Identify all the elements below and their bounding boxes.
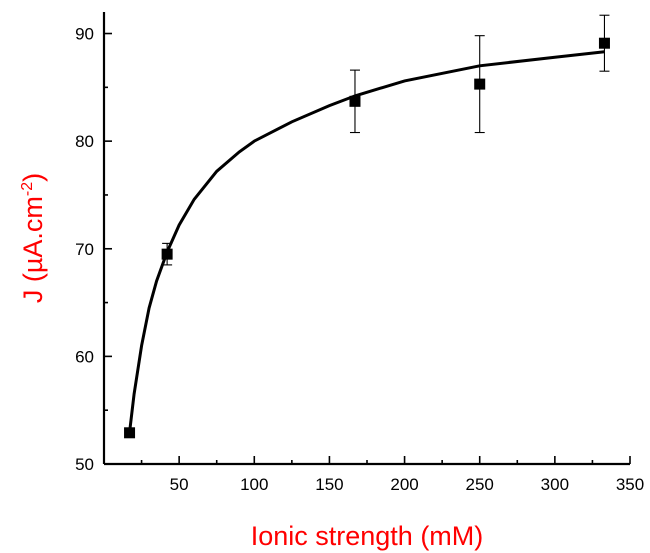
data-point [161,248,173,260]
x-axis-ticks: 50 100 150 200 250 300 350 [140,456,644,494]
y-tick-label: 50 [75,455,94,474]
data-point [598,37,610,49]
x-tick-label: 50 [170,475,189,494]
x-tick-label: 250 [466,475,494,494]
data-point [124,427,136,439]
data-markers [124,37,610,439]
y-axis-ticks: 50 60 70 80 90 [75,25,112,474]
y-tick-label: 70 [75,240,94,259]
x-tick-label: 150 [315,475,343,494]
x-tick-label: 300 [541,475,569,494]
y-tick-label: 80 [75,132,94,151]
x-tick-label: 200 [390,475,418,494]
data-point [349,95,361,107]
y-axis-title: J (µA.cm-2) [18,173,48,303]
x-tick-label: 350 [616,475,644,494]
x-tick-label: 100 [240,475,268,494]
y-tick-label: 90 [75,25,94,44]
error-bars [162,14,610,266]
data-point [474,78,486,90]
x-axis-title: Ionic strength (mM) [251,521,484,551]
y-axis-title-main: J (µA.cm [18,196,48,303]
y-axis-title-close: ) [18,173,48,182]
fit-curve [128,50,605,433]
y-axis-title-sup: -2 [19,182,36,196]
y-tick-label: 60 [75,347,94,366]
